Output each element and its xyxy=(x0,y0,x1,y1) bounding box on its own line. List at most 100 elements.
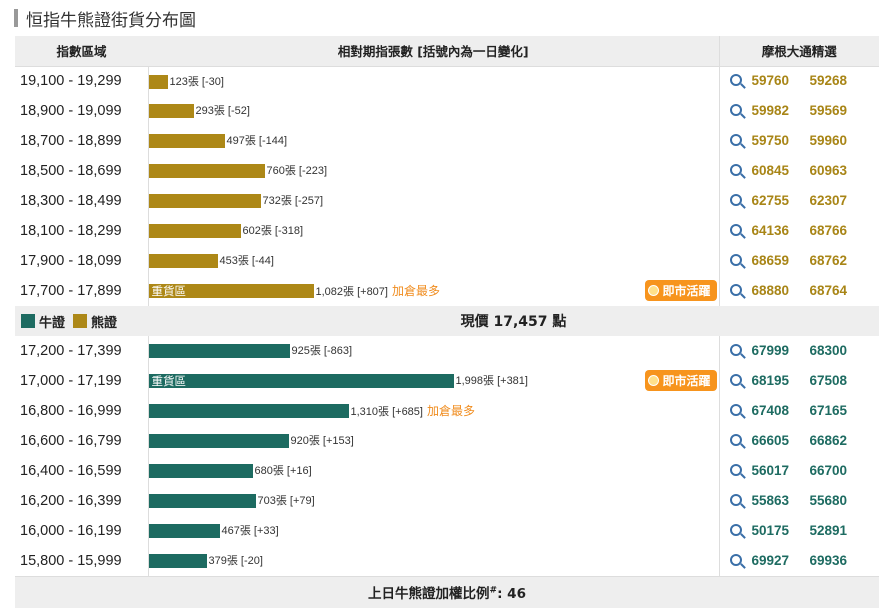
warrant-code-link[interactable]: 66605 xyxy=(751,433,790,448)
search-icon[interactable] xyxy=(729,224,742,236)
count-text: 123張 [-30] xyxy=(169,75,224,88)
bear-bar xyxy=(148,74,168,89)
warrant-code-link[interactable]: 68195 xyxy=(751,373,790,388)
bar-cell: 453張 [-44] xyxy=(147,246,719,276)
contract-count: 925張 [-863] xyxy=(292,342,353,358)
bar-cell: 602張 [-318] xyxy=(147,216,719,246)
warrant-code-link[interactable]: 66700 xyxy=(809,463,848,478)
index-range: 16,400 - 16,599 xyxy=(20,463,122,479)
contract-count: 703張 [+79] xyxy=(258,492,315,508)
search-icon[interactable] xyxy=(729,494,742,506)
search-icon[interactable] xyxy=(729,104,742,116)
warrant-code-link[interactable]: 59750 xyxy=(751,133,790,148)
warrant-code-link[interactable]: 67408 xyxy=(751,403,790,418)
search-icon[interactable] xyxy=(729,134,742,146)
picks-cell: 59760 59268 xyxy=(718,66,879,96)
search-icon[interactable] xyxy=(729,464,742,476)
table-row: 19,100 - 19,299 123張 [-30] 59760 59268 xyxy=(15,66,879,96)
bar-cell: 123張 [-30] xyxy=(147,66,719,96)
warrant-code-link[interactable]: 67508 xyxy=(809,373,848,388)
warrant-code-link[interactable]: 67999 xyxy=(751,343,790,358)
table-row: 17,700 - 17,899 重貨區 1,082張 [+807] 加倉最多 即市活躍 6… xyxy=(15,276,879,306)
index-range: 18,100 - 18,299 xyxy=(20,223,122,239)
warrant-code-link[interactable]: 59760 xyxy=(751,73,790,89)
page-title: 恒指牛熊證街貨分布圖 xyxy=(0,0,880,36)
warrant-code-link[interactable]: 69936 xyxy=(809,552,848,568)
search-icon[interactable] xyxy=(729,553,742,566)
ratio-footnote-mark: # xyxy=(489,585,498,596)
live-active-button[interactable]: 即市活躍 xyxy=(645,280,717,301)
live-active-button[interactable]: 即市活躍 xyxy=(645,370,717,391)
count-text: 293張 [-52] xyxy=(195,105,250,117)
search-icon[interactable] xyxy=(729,404,742,416)
warrant-code-link[interactable]: 68300 xyxy=(809,343,848,358)
bar-cell: 379張 [-20] xyxy=(147,546,719,576)
search-icon[interactable] xyxy=(729,284,742,296)
contract-count: 453張 [-44] xyxy=(220,252,274,268)
picks-cell: 67408 67165 xyxy=(718,396,879,426)
bar-cell: 760張 [-223] xyxy=(147,156,719,186)
search-icon[interactable] xyxy=(729,434,742,446)
index-range: 17,200 - 17,399 xyxy=(20,343,122,359)
live-active-label: 即市活躍 xyxy=(662,374,711,388)
search-icon[interactable] xyxy=(729,524,742,536)
warrant-code-link[interactable]: 59569 xyxy=(809,103,848,118)
table-row: 18,500 - 18,699 760張 [-223] 60845 60963 xyxy=(15,156,879,186)
table-row: 16,000 - 16,199 467張 [+33] 50175 52891 xyxy=(15,516,879,546)
contract-count: 123張 [-30] xyxy=(170,73,224,89)
warrant-code-link[interactable]: 68766 xyxy=(809,223,848,238)
header-count: 相對期指張數 [括號內為一日變化] xyxy=(148,36,719,67)
search-icon[interactable] xyxy=(729,194,742,206)
bar-cell: 920張 [+153] xyxy=(147,426,719,456)
index-range: 16,800 - 16,999 xyxy=(20,403,122,419)
heavy-zone-label: 重貨區 xyxy=(151,374,187,388)
contract-count: 760張 [-223] xyxy=(267,162,328,178)
warrant-code-link[interactable]: 55863 xyxy=(751,493,790,508)
index-range: 17,900 - 18,099 xyxy=(20,253,122,269)
index-range: 18,900 - 19,099 xyxy=(20,103,122,119)
contract-count: 920張 [+153] xyxy=(291,432,354,448)
bear-section: 19,100 - 19,299 123張 [-30] 59760 59268 18,90… xyxy=(15,66,879,306)
bull-bar xyxy=(148,554,207,568)
warrant-code-link[interactable]: 67165 xyxy=(809,403,848,418)
bull-bar xyxy=(148,494,256,508)
legend-bear-swatch xyxy=(73,314,88,328)
warrant-code-link[interactable]: 64136 xyxy=(751,223,790,238)
bar-cell: 467張 [+33] xyxy=(147,516,719,546)
warrant-code-link[interactable]: 66862 xyxy=(809,433,848,448)
search-icon[interactable] xyxy=(729,254,742,266)
warrant-code-link[interactable]: 68762 xyxy=(809,253,848,268)
warrant-code-link[interactable]: 62307 xyxy=(809,193,848,208)
contract-count: 293張 [-52] xyxy=(196,102,250,118)
search-icon[interactable] xyxy=(729,374,742,386)
warrant-code-link[interactable]: 56017 xyxy=(751,463,790,478)
contract-count: 379張 [-20] xyxy=(209,552,263,568)
warrant-code-link[interactable]: 68880 xyxy=(751,283,790,298)
count-text: 703張 [+79] xyxy=(257,495,315,507)
warrant-code-link[interactable]: 52891 xyxy=(809,523,848,538)
title-marker xyxy=(14,9,18,27)
search-icon[interactable] xyxy=(729,344,742,356)
current-price: 現價 17,457 點 xyxy=(148,306,879,336)
warrant-code-link[interactable]: 62755 xyxy=(751,193,790,208)
header-picks: 摩根大通精選 xyxy=(718,36,879,67)
warrant-code-link[interactable]: 60963 xyxy=(809,163,848,178)
bull-section: 17,200 - 17,399 925張 [-863] 67999 68300 17,0… xyxy=(15,336,879,576)
warrant-code-link[interactable]: 50175 xyxy=(751,523,790,538)
table-row: 16,400 - 16,599 680張 [+16] 56017 66700 xyxy=(15,456,879,486)
search-icon[interactable] xyxy=(729,164,742,176)
warrant-code-link[interactable]: 55680 xyxy=(809,493,848,508)
cbbc-distribution-table: 指數區域 相對期指張數 [括號內為一日變化] 摩根大通精選 19,100 - 1… xyxy=(15,36,879,608)
warrant-code-link[interactable]: 68764 xyxy=(809,283,848,298)
warrant-code-link[interactable]: 59960 xyxy=(809,133,848,148)
warrant-code-link[interactable]: 59268 xyxy=(809,73,848,89)
warrant-code-link[interactable]: 60845 xyxy=(751,163,790,178)
contract-count: 680張 [+16] xyxy=(255,462,312,478)
warrant-code-link[interactable]: 68659 xyxy=(751,253,790,268)
picks-cell: 66605 66862 xyxy=(718,426,879,456)
warrant-code-link[interactable]: 69927 xyxy=(751,552,790,568)
legend-bull-label: 牛證 xyxy=(39,314,66,330)
bull-bar xyxy=(148,374,454,388)
search-icon[interactable] xyxy=(729,74,742,87)
warrant-code-link[interactable]: 59982 xyxy=(751,103,790,118)
